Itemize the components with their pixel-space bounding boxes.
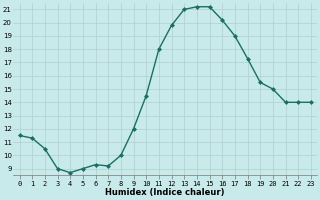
X-axis label: Humidex (Indice chaleur): Humidex (Indice chaleur) [106,188,225,197]
